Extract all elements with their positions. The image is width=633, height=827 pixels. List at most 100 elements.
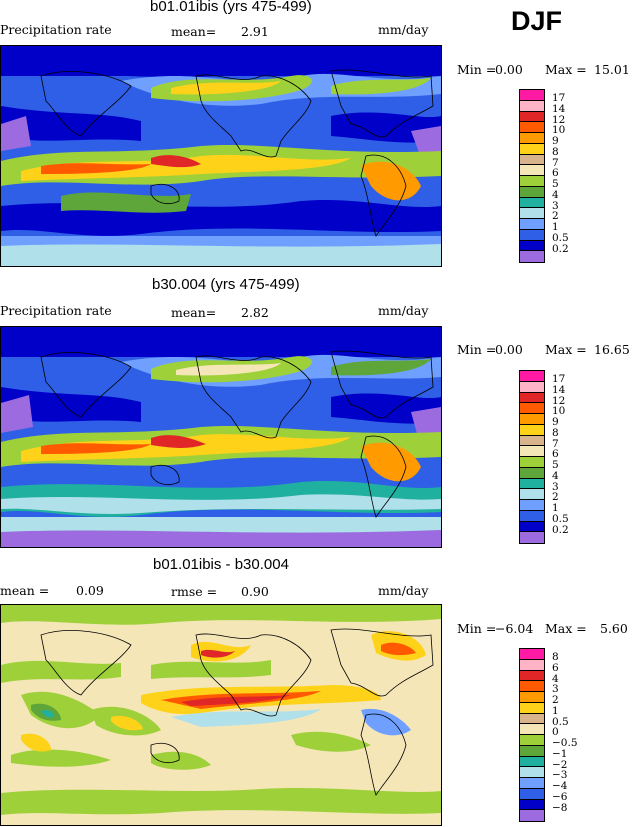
colorbar-swatch bbox=[520, 724, 544, 735]
panel-1-mean-label: mean= bbox=[171, 24, 217, 39]
colorbar-level-label: 2 bbox=[552, 210, 559, 223]
colorbar-level-label: 9 bbox=[552, 135, 559, 147]
colorbar-swatch bbox=[520, 446, 544, 457]
colorbar-swatch bbox=[520, 521, 544, 533]
colorbar-swatch bbox=[520, 659, 544, 671]
panel-3-rmse-label: rmse = bbox=[171, 584, 218, 599]
panel-1-max-value: 15.01 bbox=[594, 62, 630, 77]
panel-3-map bbox=[0, 604, 442, 826]
panel-2-colorbar bbox=[519, 370, 545, 544]
colorbar-level-label: 6 bbox=[552, 661, 559, 674]
panel-2-mean-value: 2.82 bbox=[241, 305, 269, 320]
colorbar-swatch bbox=[520, 510, 544, 522]
colorbar-swatch bbox=[520, 670, 544, 682]
colorbar-level-label: 14 bbox=[552, 383, 566, 396]
colorbar-level-label: 4 bbox=[552, 469, 559, 482]
colorbar-level-label: 2 bbox=[552, 491, 559, 504]
colorbar-level-label: −4 bbox=[552, 780, 568, 792]
colorbar-swatch bbox=[520, 392, 544, 404]
colorbar-swatch bbox=[520, 403, 544, 414]
colorbar-level-label: −2 bbox=[552, 758, 568, 771]
colorbar-swatch bbox=[520, 424, 544, 436]
colorbar-swatch bbox=[520, 165, 544, 176]
panel-2-title: b30.004 (yrs 475-499) bbox=[152, 276, 300, 293]
colorbar-level-label: 12 bbox=[552, 394, 566, 407]
colorbar-swatch bbox=[520, 778, 544, 789]
panel-3-rmse-value: 0.90 bbox=[241, 584, 269, 599]
panel-2-min-label: Min = bbox=[457, 342, 497, 357]
colorbar-swatch bbox=[520, 745, 544, 757]
panel-1-field-label: Precipitation rate bbox=[0, 22, 112, 37]
colorbar-swatch bbox=[520, 489, 544, 500]
panel-3-colorbar-labels: 8 6 4 3 2 1 0.5 0 −0.5 −1 −2 −3 −4 −6 −8 bbox=[552, 652, 578, 813]
colorbar-level-label: 2 bbox=[552, 694, 559, 706]
colorbar-swatch bbox=[520, 435, 544, 447]
panel-2-max-label: Max = bbox=[545, 342, 587, 357]
colorbar-level-label: 3 bbox=[552, 480, 559, 493]
colorbar-swatch bbox=[520, 251, 544, 262]
colorbar-level-label: 3 bbox=[552, 199, 559, 212]
colorbar-swatch bbox=[520, 414, 544, 425]
panel-2-field-label: Precipitation rate bbox=[0, 303, 112, 318]
panel-3-units: mm/day bbox=[378, 583, 429, 598]
colorbar-swatch bbox=[520, 208, 544, 219]
colorbar-level-label: 1 bbox=[552, 221, 559, 233]
colorbar-level-label: 8 bbox=[552, 145, 559, 158]
panel-3-max-label: Max = bbox=[545, 621, 587, 636]
colorbar-level-label: 0.5 bbox=[552, 512, 569, 525]
colorbar-level-label: 7 bbox=[552, 437, 559, 450]
panel-3-title: b01.01ibis - b30.004 bbox=[153, 556, 289, 573]
colorbar-swatch bbox=[520, 240, 544, 252]
colorbar-level-label: −0.5 bbox=[552, 737, 578, 749]
panel-2-units: mm/day bbox=[378, 303, 429, 318]
colorbar-level-label: 10 bbox=[552, 405, 566, 418]
colorbar-swatch bbox=[520, 371, 544, 382]
panel-2-max-value: 16.65 bbox=[594, 342, 630, 357]
panel-2-colorbar-labels: 17 14 12 10 9 8 7 6 5 4 3 2 1 0.5 0.2 bbox=[552, 374, 569, 535]
panel-1-colorbar bbox=[519, 89, 545, 263]
colorbar-level-label: 4 bbox=[552, 188, 559, 201]
colorbar-swatch bbox=[520, 197, 544, 209]
panel-3-mean-value: 0.09 bbox=[76, 583, 104, 598]
colorbar-level-label: 0 bbox=[552, 726, 559, 739]
colorbar-level-label: 0.5 bbox=[552, 231, 569, 244]
panel-1-title: b01.01ibis (yrs 475-499) bbox=[150, 0, 312, 15]
panel-3-max-value: 5.60 bbox=[600, 621, 628, 636]
colorbar-swatch bbox=[520, 532, 544, 543]
colorbar-level-label: −6 bbox=[552, 790, 568, 803]
colorbar-swatch bbox=[520, 219, 544, 230]
panel-2-map bbox=[0, 326, 442, 548]
colorbar-level-label: 1 bbox=[552, 502, 559, 514]
colorbar-swatch bbox=[520, 713, 544, 725]
colorbar-level-label: 17 bbox=[552, 92, 566, 104]
colorbar-swatch bbox=[520, 122, 544, 133]
colorbar-swatch bbox=[520, 133, 544, 144]
colorbar-swatch bbox=[520, 500, 544, 511]
colorbar-swatch bbox=[520, 767, 544, 778]
colorbar-level-label: 4 bbox=[552, 672, 559, 685]
colorbar-level-label: 7 bbox=[552, 156, 559, 169]
colorbar-level-label: −1 bbox=[552, 747, 568, 760]
panel-1-mean-value: 2.91 bbox=[241, 24, 269, 39]
colorbar-swatch bbox=[520, 756, 544, 768]
panel-1-map bbox=[0, 45, 442, 267]
colorbar-level-label: 14 bbox=[552, 102, 566, 115]
colorbar-level-label: 8 bbox=[552, 651, 559, 663]
panel-1-max-label: Max = bbox=[545, 62, 587, 77]
colorbar-swatch bbox=[520, 143, 544, 155]
colorbar-swatch bbox=[520, 111, 544, 123]
colorbar-swatch bbox=[520, 381, 544, 393]
precip-map-2 bbox=[1, 327, 441, 547]
colorbar-swatch bbox=[520, 90, 544, 101]
difference-map bbox=[1, 605, 441, 825]
panel-2-mean-label: mean= bbox=[171, 305, 217, 320]
colorbar-level-label: 5 bbox=[552, 178, 559, 190]
panel-1-min-label: Min = bbox=[457, 62, 497, 77]
colorbar-swatch bbox=[520, 176, 544, 187]
colorbar-level-label: 6 bbox=[552, 167, 559, 180]
colorbar-swatch bbox=[520, 799, 544, 811]
colorbar-swatch bbox=[520, 788, 544, 800]
colorbar-level-label: 6 bbox=[552, 448, 559, 461]
colorbar-swatch bbox=[520, 702, 544, 714]
panel-3-colorbar bbox=[519, 648, 545, 822]
